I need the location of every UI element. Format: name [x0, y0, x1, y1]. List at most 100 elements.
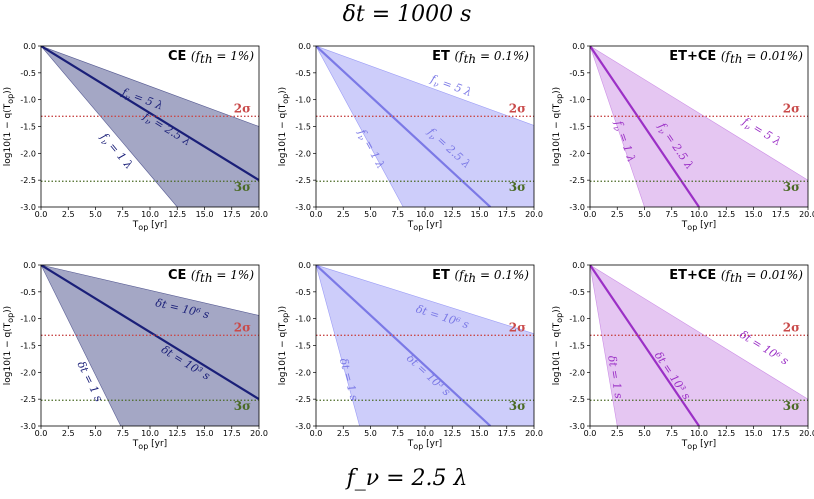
lower-bound-line: [41, 46, 178, 207]
panel-title: CE (fth = 1%): [168, 49, 254, 66]
x-axis-label: Top [yr]: [132, 439, 167, 451]
lower-bound-line: [316, 265, 360, 426]
confidence-band: [590, 46, 808, 207]
y-tick-label: -0.5: [295, 69, 311, 78]
x-tick-label: 12.5: [168, 429, 186, 438]
confidence-band: [41, 265, 259, 426]
upper-bound-line: [590, 265, 808, 400]
y-tick-label: -0.5: [569, 288, 585, 297]
sigma2-label: 2σ: [234, 320, 251, 334]
x-tick-label: 0.0: [35, 429, 48, 438]
x-tick-label: 17.5: [772, 210, 790, 219]
x-tick-label: 0.0: [584, 210, 597, 219]
confidence-band: [316, 46, 534, 207]
panel-p13: 0.0 2.5 5.0 7.5 10.0 12.5 15.0 17.5 20.0 0.0 -0.5 -…: [552, 42, 814, 232]
y-axis-label: log10(1 − q(Top)): [3, 87, 15, 166]
upper-bound-line: [316, 46, 534, 126]
center-line: [41, 265, 259, 401]
y-tick-label: 0.0: [23, 42, 36, 51]
y-axis-label: log10(1 − q(Top)): [278, 87, 290, 166]
x-tick-label: 20.0: [525, 429, 543, 438]
y-tick-label: -3.0: [569, 422, 585, 431]
upper-bound-line: [316, 265, 534, 334]
x-tick-label: 20.0: [250, 429, 268, 438]
lower-bound-line: [41, 265, 122, 426]
y-tick-label: -3.0: [569, 203, 585, 212]
x-axis-label: Top [yr]: [681, 439, 716, 451]
y-tick-label: -0.5: [20, 69, 36, 78]
y-tick-label: -1.0: [295, 96, 311, 105]
x-tick-label: 2.5: [337, 210, 350, 219]
sigma2-label: 2σ: [509, 101, 526, 115]
panel-title: CE (fth = 1%): [168, 268, 254, 285]
x-tick-label: 10.0: [141, 210, 159, 219]
x-tick-label: 0.0: [310, 429, 323, 438]
x-tick-label: 5.0: [364, 210, 377, 219]
center-line: [316, 265, 492, 426]
y-tick-label: -1.5: [20, 342, 36, 351]
y-tick-label: -2.0: [20, 149, 36, 158]
x-tick-label: 20.0: [250, 210, 268, 219]
sigma2-label: 2σ: [234, 101, 251, 115]
sigma2-label: 2σ: [509, 320, 526, 334]
sigma3-label: 3σ: [234, 399, 251, 413]
y-tick-label: 0.0: [572, 261, 585, 270]
y-tick-label: -2.0: [295, 149, 311, 158]
x-tick-label: 0.0: [310, 210, 323, 219]
y-tick-label: -0.5: [20, 288, 36, 297]
y-tick-label: -2.5: [569, 176, 585, 185]
panel-p23: 0.0 2.5 5.0 7.5 10.0 12.5 15.0 17.5 20.0 0.0 -0.5 -…: [552, 261, 814, 451]
panel-title: ET (fth = 0.1%): [432, 268, 529, 285]
sigma3-label: 3σ: [783, 180, 800, 194]
x-tick-label: 7.5: [665, 429, 678, 438]
lower-bound-line: [590, 46, 645, 207]
sigma2-label: 2σ: [783, 101, 800, 115]
x-tick-label: 20.0: [799, 429, 814, 438]
x-axis-label: Top [yr]: [132, 220, 167, 232]
x-axis-label: Top [yr]: [407, 220, 442, 232]
y-axis-label: log10(1 − q(Top)): [552, 87, 564, 166]
y-tick-label: 0.0: [298, 42, 311, 51]
figure-title-top: δt = 1000 s: [342, 2, 472, 27]
y-tick-label: -3.0: [20, 203, 36, 212]
x-tick-label: 2.5: [611, 210, 624, 219]
y-tick-label: 0.0: [298, 261, 311, 270]
x-tick-label: 10.0: [416, 210, 434, 219]
x-tick-label: 0.0: [35, 210, 48, 219]
y-tick-label: -2.5: [569, 395, 585, 404]
x-tick-label: 2.5: [62, 429, 75, 438]
y-tick-label: -2.5: [20, 395, 36, 404]
x-tick-label: 2.5: [337, 429, 350, 438]
x-tick-label: 17.5: [223, 429, 241, 438]
x-tick-label: 10.0: [690, 210, 708, 219]
panel-title: ET (fth = 0.1%): [432, 49, 529, 66]
x-tick-label: 15.0: [745, 429, 763, 438]
y-tick-label: -1.5: [295, 342, 311, 351]
center-line: [316, 46, 492, 207]
y-tick-label: -3.0: [20, 422, 36, 431]
x-tick-label: 17.5: [498, 429, 516, 438]
x-tick-label: 15.0: [471, 429, 489, 438]
confidence-band: [41, 46, 259, 207]
x-tick-label: 2.5: [62, 210, 75, 219]
x-tick-label: 7.5: [391, 429, 404, 438]
x-tick-label: 12.5: [443, 429, 461, 438]
center-line: [590, 265, 700, 426]
y-tick-label: -3.0: [295, 203, 311, 212]
y-tick-label: -1.0: [20, 315, 36, 324]
x-axis-label: Top [yr]: [681, 220, 716, 232]
sigma3-label: 3σ: [234, 180, 251, 194]
upper-bound-line: [41, 46, 259, 127]
y-tick-label: -2.0: [295, 368, 311, 377]
x-tick-label: 10.0: [141, 429, 159, 438]
y-tick-label: -1.5: [569, 123, 585, 132]
upper-bound-line: [41, 265, 259, 316]
x-tick-label: 17.5: [772, 429, 790, 438]
x-tick-label: 0.0: [584, 429, 597, 438]
y-tick-label: -1.5: [20, 123, 36, 132]
x-tick-label: 5.0: [89, 429, 102, 438]
x-tick-label: 12.5: [717, 429, 735, 438]
panel-title: ET+CE (fth = 0.01%): [669, 268, 803, 285]
x-tick-label: 20.0: [525, 210, 543, 219]
x-tick-label: 5.0: [638, 210, 651, 219]
